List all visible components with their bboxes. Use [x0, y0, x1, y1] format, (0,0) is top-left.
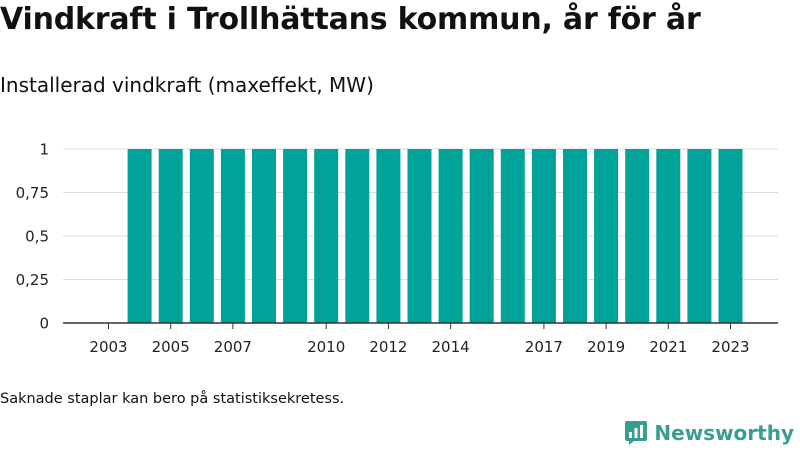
x-tick-label: 2003: [89, 338, 127, 356]
bar-2004: [127, 149, 152, 323]
bar-2017: [531, 149, 556, 323]
bar-2006: [189, 149, 214, 323]
x-tick-label: 2012: [369, 338, 407, 356]
newsworthy-logo-icon: [625, 421, 648, 445]
x-tick-label: 2019: [587, 338, 625, 356]
y-tick-label: 0,5: [25, 228, 49, 246]
y-tick-label: 0: [39, 315, 49, 333]
x-tick-label: 2010: [307, 338, 345, 356]
bar-2010: [314, 149, 339, 323]
footnote: Saknade staplar kan bero på statistiksek…: [0, 391, 345, 407]
bar-2014: [438, 149, 463, 323]
x-tick-label: 2005: [152, 338, 190, 356]
chart-subtitle: Installerad vindkraft (maxeffekt, MW): [0, 73, 374, 97]
bar-2022: [687, 149, 712, 323]
x-tick-label: 2017: [525, 338, 563, 356]
brand-label: Newsworthy: [654, 421, 794, 445]
bar-2016: [500, 149, 525, 323]
x-tick-label: 2014: [432, 338, 470, 356]
bar-2005: [158, 149, 183, 323]
bar-2020: [625, 149, 650, 323]
bar-2013: [407, 149, 432, 323]
y-tick-label: 0,25: [16, 271, 49, 289]
x-tick-label: 2007: [214, 338, 252, 356]
bar-2009: [283, 149, 308, 323]
chart-title: Vindkraft i Trollhättans kommun, år för …: [0, 2, 701, 37]
bar-2015: [469, 149, 494, 323]
bar-2012: [376, 149, 401, 323]
y-tick-label: 1: [39, 141, 49, 159]
brand-logo: Newsworthy: [624, 420, 794, 446]
x-tick-label: 2023: [711, 338, 749, 356]
bar-2011: [345, 149, 370, 323]
bar-2019: [594, 149, 619, 323]
bar-2018: [563, 149, 587, 323]
y-tick-label: 0,75: [16, 184, 49, 202]
x-tick-label: 2021: [649, 338, 687, 356]
bar-2008: [252, 149, 276, 323]
bar-2021: [656, 149, 681, 323]
bar-2007: [220, 149, 245, 323]
bar-chart: 0 0,25 0,5 0,75 1 2003 2005 2007 2010 2012 2014 201…: [16, 141, 778, 356]
bar-2023: [718, 149, 743, 323]
